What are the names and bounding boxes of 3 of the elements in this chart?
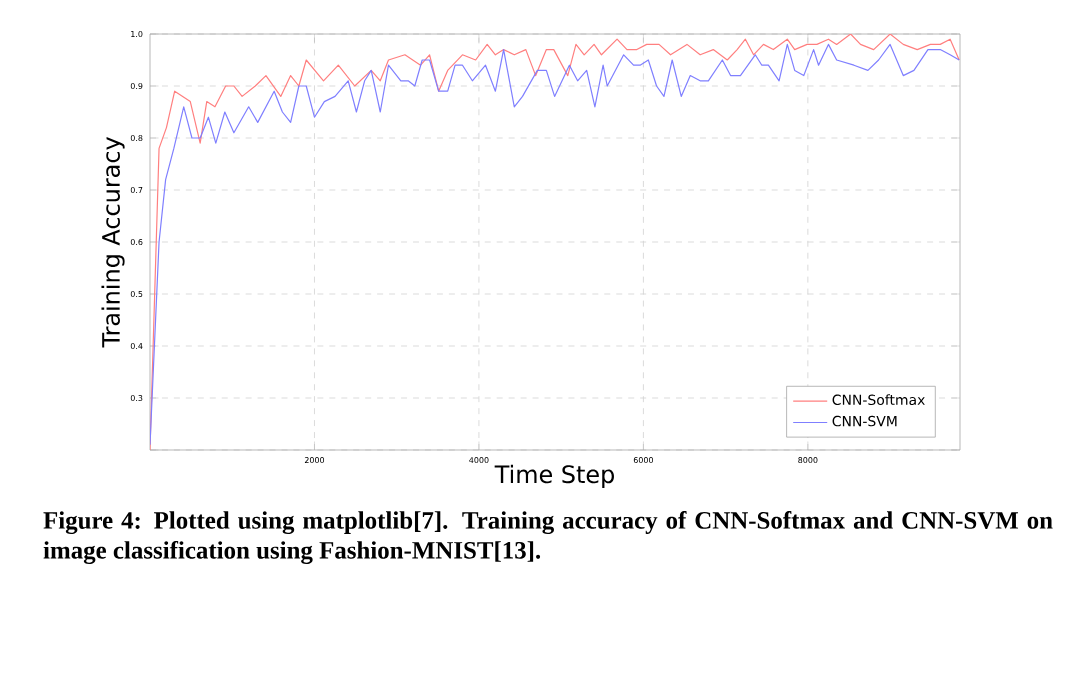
x-axis-title: Time Step [494,464,614,488]
caption: Figure 4: Plotted using matplotlib[7]. Training accuracy of CNN-Softmax and CNN-SVM on image classification using Fashion-MNIST[13]. [43,511,1053,564]
y-axis-title: Training Accuracy [101,137,125,348]
